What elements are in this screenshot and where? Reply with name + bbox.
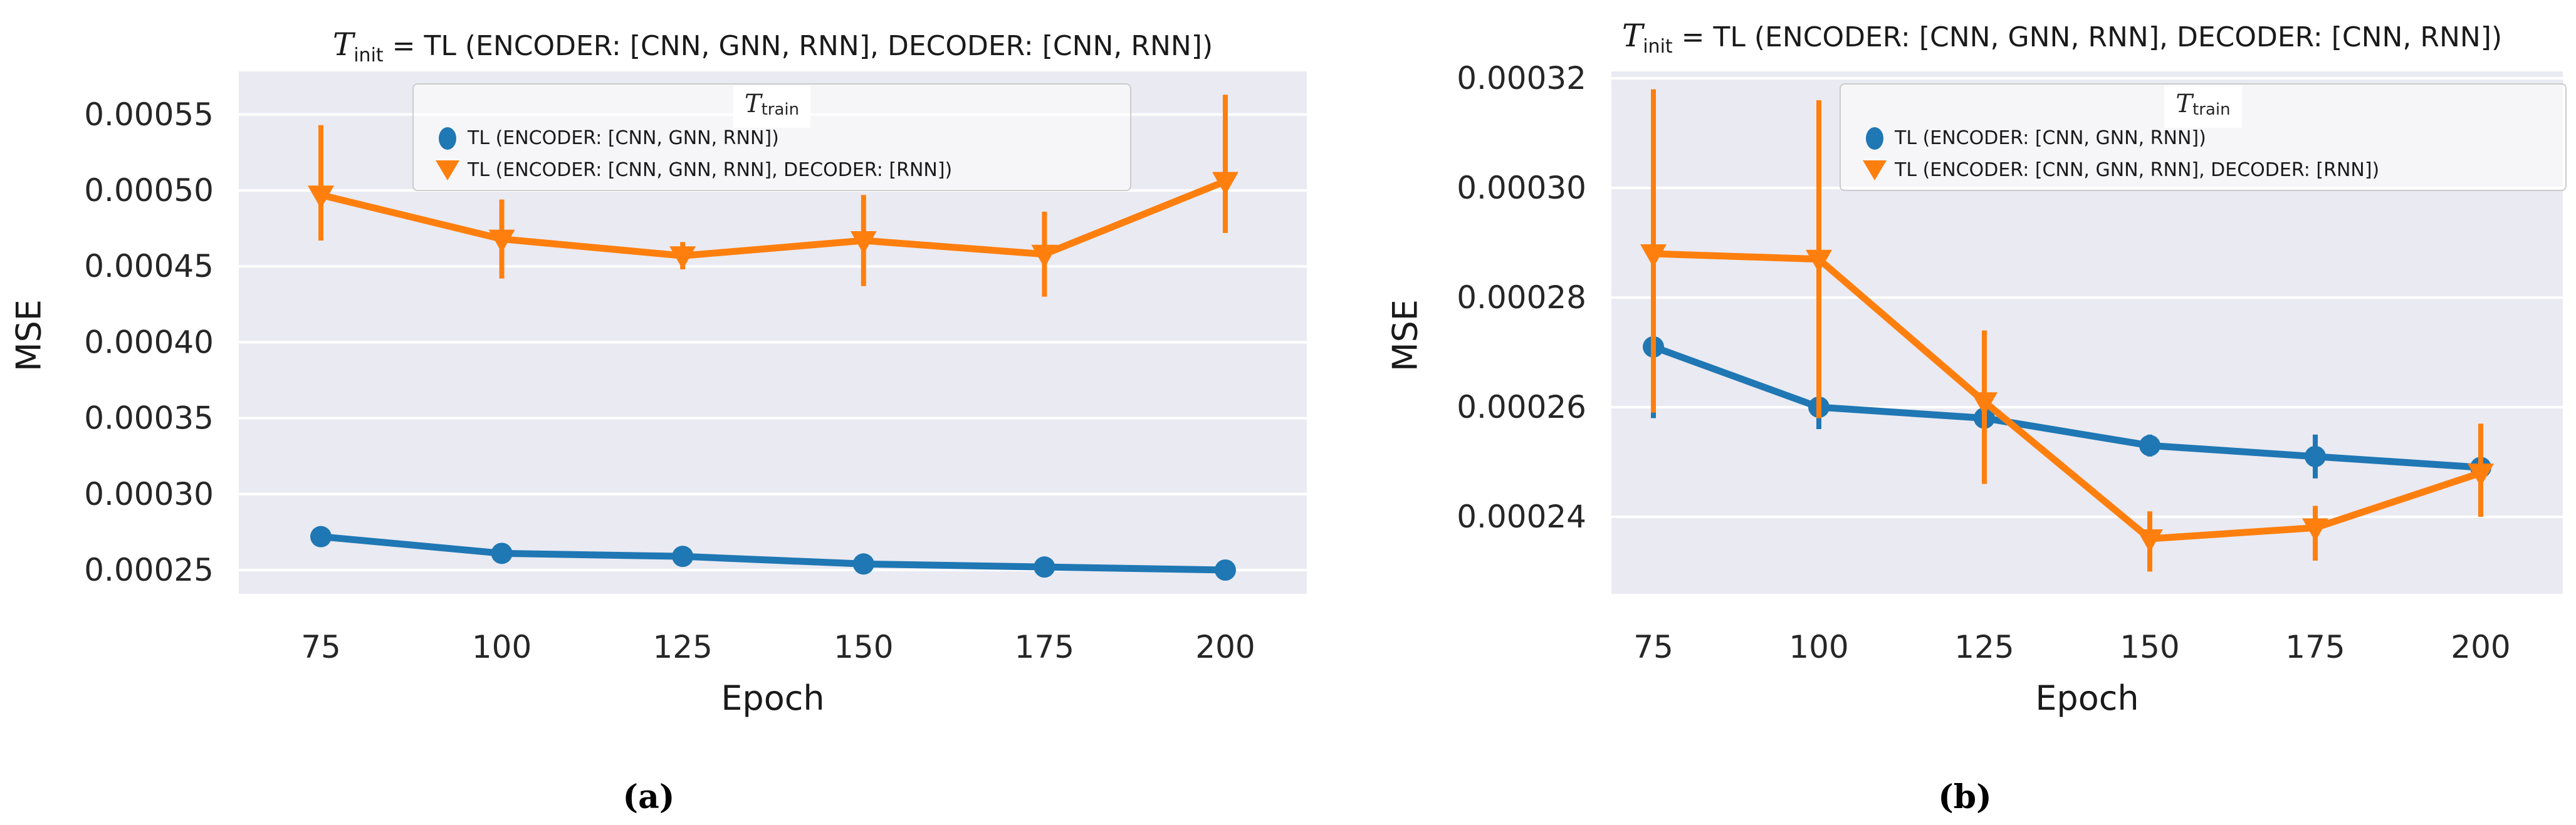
panel-a-legend-title: Ttrain [427, 86, 1116, 128]
y-tick-label: 0.00025 [84, 552, 214, 588]
y-tick-label: 0.00035 [84, 400, 214, 437]
x-tick-label: 100 [472, 629, 531, 665]
y-tick-label: 0.00028 [1457, 279, 1586, 316]
triangle-down-marker [2302, 518, 2328, 542]
panel-a-xlabel: Epoch [721, 678, 825, 718]
y-tick-label: 0.00040 [84, 324, 214, 360]
triangle-down-marker [850, 231, 877, 254]
triangle-down-marker [2137, 529, 2163, 553]
triangle-down-marker [1640, 244, 1667, 267]
circle-marker [672, 546, 694, 568]
series-blue-circle [310, 526, 1236, 581]
x-tick-label: 150 [2120, 629, 2179, 665]
triangle-down-marker [2468, 464, 2494, 487]
x-tick-label: 125 [652, 629, 712, 665]
y-tick-label: 0.00026 [1457, 389, 1586, 425]
x-tick-label: 150 [834, 629, 893, 665]
panel-b-title: Tinit = TL (ENCODER: [CNN, GNN, RNN], DE… [1621, 18, 2503, 58]
circle-marker [852, 553, 874, 575]
data-line [317, 533, 1229, 574]
circle-marker [310, 526, 332, 547]
triangle-down-marker [1031, 244, 1058, 268]
panel-b-ylabel: MSE [1385, 299, 1425, 371]
series-orange-triangle [1640, 89, 2494, 572]
x-tick-label: 75 [1633, 629, 1673, 665]
panel-b-legend: Ttrain TL (ENCODER: [CNN, GNN, RNN]) TL … [1840, 83, 2567, 191]
y-tick-label: 0.00024 [1457, 499, 1586, 535]
x-tick-label: 75 [301, 629, 341, 665]
legend-marker-triangle-icon [436, 160, 459, 180]
legend-entry-orange: TL (ENCODER: [CNN, GNN, RNN], DECODER: [… [427, 154, 1116, 186]
data-line [317, 177, 1229, 259]
legend-entry-orange: TL (ENCODER: [CNN, GNN, RNN], DECODER: [… [1855, 154, 2552, 186]
panel-a-ylabel: MSE [9, 299, 49, 371]
legend-marker-triangle-icon [1863, 160, 1887, 180]
x-tick-label: 100 [1789, 629, 1848, 665]
panel-a-legend: Ttrain TL (ENCODER: [CNN, GNN, RNN]) TL … [412, 83, 1131, 191]
x-tick-label: 200 [2451, 629, 2510, 665]
script-t-glyph: T [332, 26, 354, 63]
data-line [1650, 343, 2484, 471]
panel-b-legend-title: Ttrain [1855, 86, 2552, 128]
triangle-down-marker [488, 229, 515, 253]
series-orange-triangle [308, 95, 1238, 297]
y-tick-label: 0.00045 [84, 248, 214, 284]
y-tick-label: 0.00032 [1457, 60, 1586, 96]
y-tick-label: 0.00055 [84, 96, 214, 133]
y-tick-label: 0.00030 [84, 476, 214, 512]
legend-marker-circle-icon [1866, 127, 1883, 150]
triangle-down-marker [669, 246, 696, 270]
triangle-down-marker [1212, 172, 1238, 195]
triangle-down-marker [308, 185, 334, 209]
panel-a-caption: (a) [622, 778, 675, 816]
circle-marker [2139, 435, 2160, 457]
circle-marker [1034, 556, 1055, 578]
x-tick-label: 200 [1195, 629, 1255, 665]
circle-marker [491, 542, 513, 564]
x-tick-label: 125 [1954, 629, 2014, 665]
x-tick-label: 175 [2285, 629, 2345, 665]
legend-marker-circle-icon [439, 127, 456, 150]
y-tick-label: 0.00050 [84, 172, 214, 209]
script-t-glyph: T [1621, 18, 1643, 54]
x-tick-label: 175 [1015, 629, 1074, 665]
triangle-down-marker [1806, 249, 1832, 273]
circle-marker [2305, 445, 2326, 467]
data-line [1650, 250, 2484, 542]
panel-a-title: Tinit = TL (ENCODER: [CNN, GNN, RNN], DE… [332, 26, 1213, 66]
panel-b-xlabel: Epoch [2035, 678, 2139, 718]
circle-marker [1215, 559, 1236, 581]
legend-entry-blue: TL (ENCODER: [CNN, GNN, RNN]) [1855, 122, 2552, 154]
triangle-down-marker [1971, 392, 1997, 416]
panel-b-caption: (b) [1938, 778, 1992, 816]
legend-entry-blue: TL (ENCODER: [CNN, GNN, RNN]) [427, 122, 1116, 154]
y-tick-label: 0.00030 [1457, 170, 1586, 206]
